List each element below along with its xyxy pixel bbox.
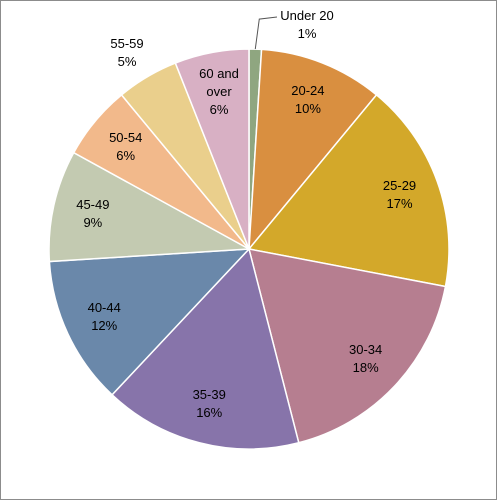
data-label: 20-24 10% <box>278 82 338 118</box>
value-label: 9% <box>83 215 103 231</box>
category-label: 60 and over <box>199 65 239 99</box>
data-label: 45-49 9% <box>63 196 123 232</box>
category-label: 55-59 <box>110 36 144 51</box>
category-label: 25-29 <box>382 177 417 193</box>
category-label: 30-34 <box>349 341 383 357</box>
data-label: 25-29 17% <box>370 177 430 213</box>
data-label: 55-59 5% <box>97 35 157 71</box>
data-label: 35-39 16% <box>179 386 239 422</box>
data-label: 40-44 12% <box>74 299 134 335</box>
category-label: 40-44 <box>87 300 121 316</box>
pie-slice <box>111 247 300 450</box>
category-label: 20-24 <box>291 83 325 99</box>
value-label: 6% <box>116 148 136 163</box>
pie-slice <box>174 48 250 250</box>
value-label: 6% <box>209 101 229 117</box>
value-label: 5% <box>117 54 137 69</box>
category-label: 45-49 <box>76 197 110 213</box>
pie-slice <box>247 93 450 288</box>
pie-slice <box>48 248 251 396</box>
value-label: 10% <box>294 101 321 117</box>
data-label: 30-34 18% <box>336 341 396 377</box>
value-label: 1% <box>297 26 317 41</box>
value-label: 12% <box>91 318 118 334</box>
category-label: Under 20 <box>280 8 334 23</box>
pie-slice <box>247 248 447 444</box>
data-label: Under 20 1% <box>267 7 347 43</box>
pie-slice <box>248 48 378 252</box>
data-label: 50-54 6% <box>96 129 156 165</box>
leader-line <box>254 16 278 50</box>
value-label: 17% <box>386 195 413 211</box>
value-label: 18% <box>352 359 379 375</box>
category-label: 35-39 <box>192 386 226 402</box>
pie-slice <box>48 151 252 263</box>
value-label: 16% <box>196 404 223 420</box>
category-label: 50-54 <box>109 130 143 145</box>
data-label: 60 and over 6% <box>189 65 249 119</box>
